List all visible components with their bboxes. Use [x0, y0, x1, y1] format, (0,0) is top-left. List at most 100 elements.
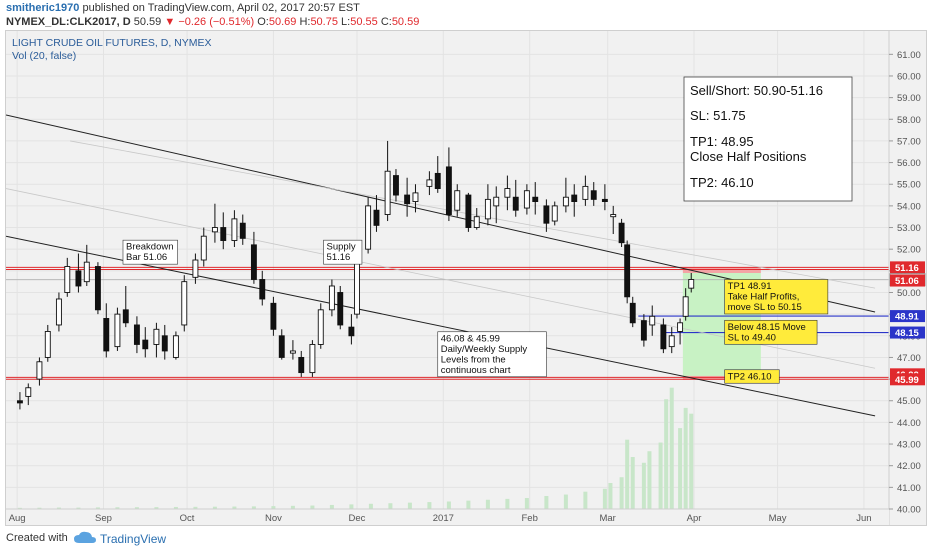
annotation-text: move SL to 50.15 [728, 302, 802, 313]
volume-bar [232, 506, 237, 509]
trade-plan-box [683, 76, 853, 202]
time-tick-label: Feb [521, 513, 537, 524]
candle-body [192, 259, 199, 278]
volume-bar [446, 501, 451, 509]
candle-body [660, 324, 667, 350]
low-label: L: [341, 16, 351, 28]
price-label-text: 51.06 [895, 276, 919, 287]
candle-body [44, 331, 51, 358]
volume-bar [563, 494, 568, 509]
published-text: published on TradingView.com, April 02, … [82, 2, 360, 14]
publish-line: smitheric1970 published on TradingView.c… [6, 2, 360, 14]
volume-bar [583, 491, 588, 509]
volume-bar [608, 483, 613, 509]
candle-body [465, 194, 472, 228]
volume-bar [56, 507, 61, 509]
candle-body [259, 279, 266, 300]
volume-bar [212, 506, 217, 509]
price-tick-label: 45.00 [897, 396, 921, 407]
volume-bar [95, 507, 100, 509]
volume-bar [658, 442, 663, 509]
volume-bar [683, 407, 688, 509]
volume-bar [134, 507, 139, 509]
price-tick-label: 58.00 [897, 115, 921, 126]
annotation-text: Daily/Weekly Supply [441, 344, 528, 355]
volume-bar [544, 496, 549, 509]
publish-header: smitheric1970 published on TradingView.c… [0, 0, 932, 30]
price-tick-label: 59.00 [897, 93, 921, 104]
volume-bar [641, 462, 646, 509]
annotation-text: TP2 46.10 [728, 371, 772, 382]
open-value: 50.69 [268, 16, 297, 28]
time-tick-label: Sep [95, 513, 112, 524]
candle-body [337, 292, 344, 326]
annotation-text: Breakdown [126, 242, 174, 253]
low-value: 50.55 [350, 16, 378, 28]
author-name[interactable]: smitheric1970 [6, 2, 80, 14]
candle-body [373, 209, 380, 226]
volume-bar [427, 502, 432, 509]
close-value: 50.59 [391, 16, 420, 28]
candle-body [473, 216, 480, 228]
annotation-text: 46.08 & 45.99 [441, 333, 500, 344]
chart-title: LIGHT CRUDE OIL FUTURES, D, NYMEX [12, 37, 212, 49]
annotation-text: SL to 49.40 [728, 332, 776, 343]
candle-body [551, 205, 558, 222]
trade-plan-line: TP1: 48.95 [690, 134, 754, 149]
time-tick-label: Oct [180, 513, 195, 524]
candle-body [677, 322, 684, 332]
price-tick-label: 60.00 [897, 71, 921, 82]
time-tick-label: May [769, 513, 787, 524]
candle-body [582, 185, 589, 200]
volume-bar [251, 506, 256, 509]
candle-body [426, 179, 433, 187]
annotation-text: Bar 51.06 [126, 252, 167, 263]
annotation-box [323, 239, 363, 265]
candle-body [16, 400, 23, 404]
time-axis [6, 509, 889, 525]
candle-body [668, 335, 675, 348]
channel-line [69, 140, 876, 289]
time-tick-label: Nov [265, 513, 282, 524]
trendline [5, 235, 876, 417]
volume-bar [407, 502, 412, 509]
candle-body [571, 194, 578, 203]
trade-plan-line: Close Half Positions [690, 149, 807, 164]
price-tick-label: 44.00 [897, 418, 921, 429]
volume-bar [329, 504, 334, 509]
down-triangle-icon: ▼ [164, 16, 176, 28]
candle-body [55, 298, 62, 326]
price-tick-label: 43.00 [897, 440, 921, 451]
time-tick-label: 2017 [433, 513, 454, 524]
volume-bar [647, 451, 652, 509]
candle-body [231, 218, 238, 241]
volume-bar [349, 504, 354, 509]
ohlc-line: NYMEX_DL:CLK2017, D 50.59 ▼ −0.26 (−0.51… [6, 16, 419, 28]
candle-body [298, 356, 305, 374]
target-zone [682, 375, 761, 380]
candle-body [649, 315, 656, 326]
time-tick-label: Dec [349, 513, 366, 524]
candle-body [454, 190, 461, 211]
annotation-text: continuous chart [441, 365, 511, 376]
candle-body [504, 188, 511, 198]
time-tick-label: Apr [687, 513, 702, 524]
chart-area[interactable]: Breakdown Bar 51.06 Supply 51.16 46.08 & 45.… [5, 30, 927, 526]
candle-body [220, 227, 227, 241]
annotation-text: Levels from the [441, 354, 506, 365]
volume-bar [602, 488, 607, 509]
candle-body [348, 326, 355, 337]
volume-bar [388, 503, 393, 509]
price-label-text: 48.91 [895, 312, 919, 323]
price-tick-label: 52.00 [897, 245, 921, 256]
tradingview-brand[interactable]: TradingView [100, 532, 167, 546]
volume-bar [271, 506, 276, 509]
volume-bar [115, 507, 120, 509]
candle-body [309, 343, 316, 374]
annotation-box [437, 331, 547, 378]
price-label-text: 48.15 [895, 328, 919, 339]
candle-body [83, 261, 90, 283]
volume-bar [17, 507, 22, 509]
volume-bar [310, 505, 315, 509]
